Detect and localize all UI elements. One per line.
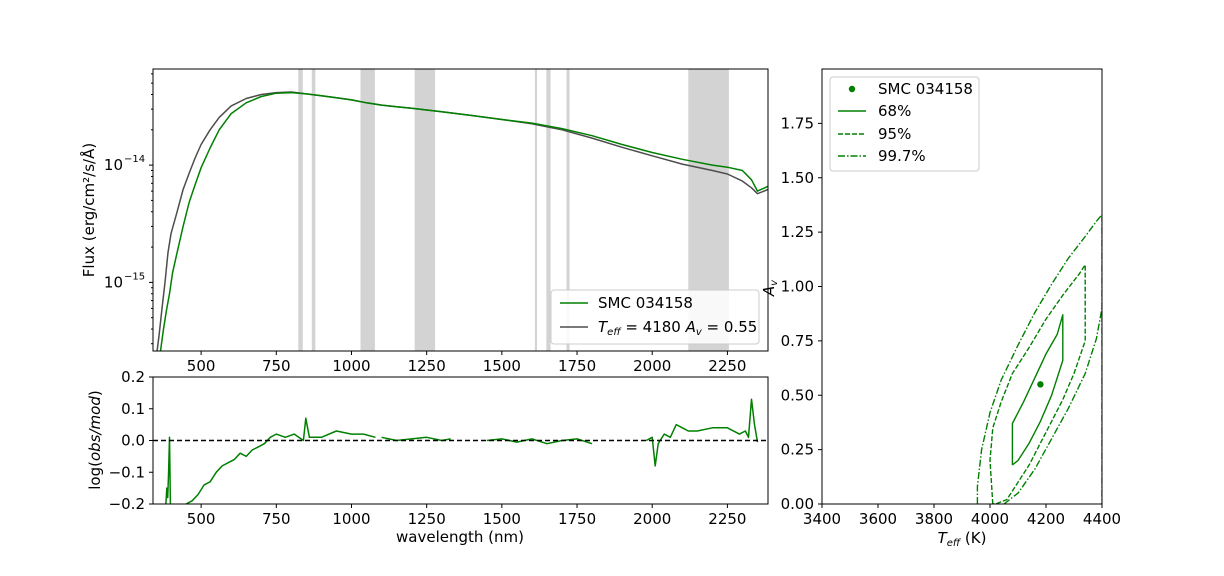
spectrum-legend-box [550, 289, 760, 345]
legend-99-label: 99.7% [878, 147, 926, 165]
y-tick-label: −0.1 [109, 463, 145, 481]
x-tick-label: 1000 [332, 510, 370, 528]
y-tick-label: 1.00 [781, 278, 814, 296]
masked-region [546, 69, 551, 351]
residual-segment [486, 438, 593, 445]
x-tick-label: 1250 [408, 510, 446, 528]
masked-region [360, 69, 375, 351]
residual-x-axis-label: wavelength (nm) [396, 528, 524, 546]
y-tick-label: 0.0 [121, 432, 145, 450]
y-tick-label: 0.1 [121, 400, 145, 418]
x-tick-label: 1750 [558, 510, 596, 528]
x-tick-label: 750 [262, 357, 291, 375]
masked-region [534, 69, 538, 351]
x-tick-label: 1500 [483, 357, 521, 375]
masked-region [298, 69, 303, 351]
y-tick-label: 0.75 [781, 332, 814, 350]
y-tick-exponent: −14 [124, 154, 145, 165]
spectrum-series [156, 91, 768, 351]
confidence-y-ticks: 0.00 0.25 0.50 0.75 1.00 1.25 1.50 1.75 [781, 114, 822, 513]
x-tick-label: 4000 [971, 510, 1009, 528]
x-tick-label: 2250 [708, 510, 746, 528]
y-tick-label: 1.75 [781, 114, 814, 132]
best-fit-point [1037, 381, 1044, 388]
x-tick-label: 500 [187, 510, 216, 528]
confidence-legend-box [829, 76, 980, 172]
x-tick-label: 2000 [633, 357, 671, 375]
y-tick-label: −0.2 [109, 495, 145, 513]
confidence-y-axis-label: Av [760, 279, 780, 297]
masked-region [311, 69, 316, 351]
x-tick-label: 3800 [915, 510, 953, 528]
confidence-panel: 3400 3600 3800 4000 4200 4400 0.00 0.25 0.50 0.7… [760, 68, 1121, 549]
contour-dashed [989, 264, 1086, 504]
x-tick-label: 4400 [1083, 510, 1121, 528]
confidence-contours [976, 214, 1102, 504]
y-tick-exponent: −15 [124, 271, 145, 282]
x-tick-label: 2250 [708, 357, 746, 375]
y-tick-label: 0.25 [781, 441, 814, 459]
masked-region [566, 69, 570, 351]
x-tick-label: 750 [262, 510, 291, 528]
residual-segment [185, 417, 376, 504]
x-tick-label: 2000 [633, 510, 671, 528]
y-tick-label: 10 [104, 156, 123, 174]
residual-y-ticks: 0.2 0.1 0.0 −0.1 −0.2 [109, 368, 153, 513]
residual-panel: 500 750 1000 1250 1500 1750 2000 2250 0.2 0.1 0.0… [86, 368, 769, 546]
contour-solid [1011, 314, 1064, 466]
y-tick-label: 10 [104, 273, 123, 291]
spectrum-x-ticks: 500 750 1000 1250 1500 1750 2000 2250 [187, 351, 746, 375]
legend-best-fit-marker [848, 85, 856, 93]
spectrum-legend: SMC 034158 Teff = 4180 Av = 0.55 [550, 289, 760, 345]
legend-best-fit-label: SMC 034158 [878, 80, 973, 98]
x-tick-label: 1750 [558, 357, 596, 375]
masked-region [414, 69, 436, 351]
x-tick-label: 1500 [483, 510, 521, 528]
observed-series-line [159, 91, 768, 351]
residual-segment [165, 436, 172, 504]
legend-observed-label: SMC 034158 [598, 294, 693, 312]
y-tick-label: 0.2 [121, 368, 145, 386]
confidence-legend: SMC 034158 68% 95% 99.7% [829, 76, 980, 172]
contour-dashdot [976, 214, 1102, 504]
y-tick-label: 0.00 [781, 495, 814, 513]
residual-segment [645, 398, 759, 467]
confidence-x-axis-label: Teff (K) [938, 529, 987, 549]
legend-95-label: 95% [878, 125, 911, 143]
y-tick-label: 0.50 [781, 386, 814, 404]
confidence-x-ticks: 3400 3600 3800 4000 4200 4400 [803, 504, 1121, 528]
residual-y-axis-label: log(obs/mod) [86, 390, 104, 489]
contour-dashdot [1003, 308, 1102, 504]
spectrum-frame [152, 68, 769, 352]
x-tick-label: 500 [187, 357, 216, 375]
x-tick-label: 3400 [803, 510, 841, 528]
legend-model-label: Teff = 4180 Av = 0.55 [598, 318, 757, 338]
residual-x-ticks: 500 750 1000 1250 1500 1750 2000 2250 [187, 504, 746, 528]
legend-68-label: 68% [878, 102, 911, 120]
y-tick-label: 1.25 [781, 223, 814, 241]
x-tick-label: 1250 [408, 357, 446, 375]
residual-series [153, 398, 768, 504]
spectrum-y-axis-label: Flux (erg/cm²/s/Å) [79, 143, 98, 277]
x-tick-label: 3600 [859, 510, 897, 528]
best-fit-point-group [1037, 381, 1044, 388]
x-tick-label: 4200 [1027, 510, 1065, 528]
x-tick-label: 1000 [332, 357, 370, 375]
y-tick-label: 1.50 [781, 169, 814, 187]
